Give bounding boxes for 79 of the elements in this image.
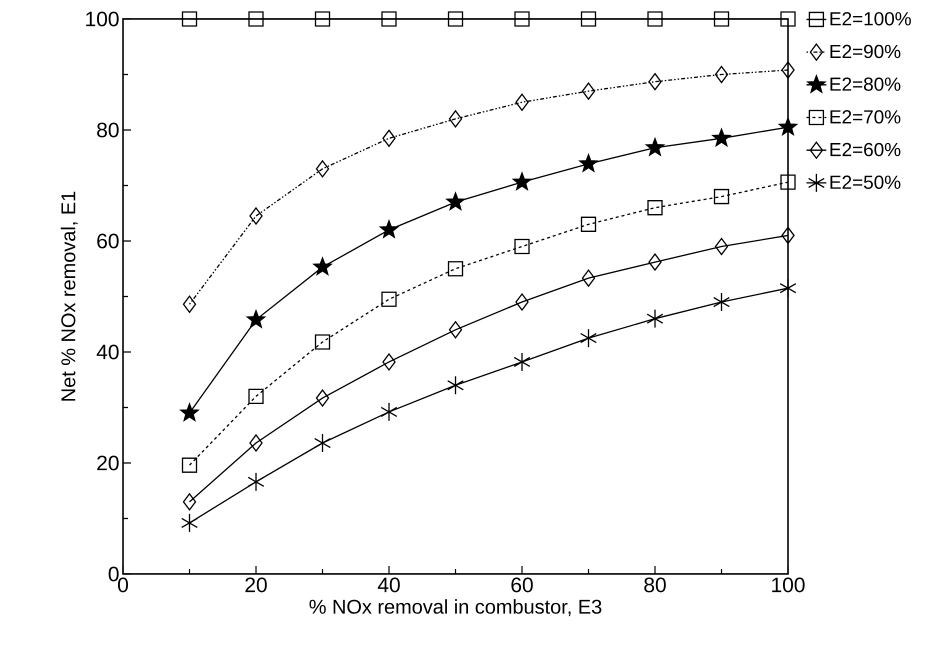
- point: [712, 128, 731, 146]
- point: [181, 513, 198, 533]
- point: [380, 402, 398, 422]
- point: [512, 172, 532, 190]
- y-axis-title: Net % NOx removal, E1: [60, 192, 78, 401]
- point: [780, 174, 796, 190]
- point: [382, 353, 396, 371]
- point: [448, 321, 462, 338]
- x-tick-label: 20: [245, 578, 267, 592]
- point: [580, 328, 597, 348]
- point: [316, 160, 330, 178]
- point: [514, 238, 530, 254]
- point: [580, 11, 596, 27]
- point: [182, 11, 198, 27]
- point: [778, 118, 798, 136]
- point: [647, 11, 663, 27]
- y-tick-label: 40: [96, 344, 119, 360]
- point: [515, 293, 529, 311]
- point: [579, 154, 598, 172]
- point: [182, 493, 196, 510]
- point: [182, 296, 196, 313]
- x-tick-label: 80: [644, 578, 666, 592]
- point: [515, 94, 529, 111]
- legend-label: E2=100%: [830, 12, 911, 26]
- point: [714, 188, 730, 204]
- legend-label: E2=80%: [830, 77, 900, 91]
- point: [713, 292, 730, 312]
- point: [313, 257, 332, 275]
- point: [248, 388, 264, 404]
- point: [780, 278, 796, 298]
- y-tick-label: 20: [97, 456, 119, 470]
- y-tick-label: 80: [97, 122, 119, 138]
- point: [249, 207, 263, 225]
- legend-label: E2=50%: [830, 176, 900, 189]
- point: [314, 334, 330, 350]
- point: [382, 130, 396, 147]
- point: [316, 389, 330, 407]
- point: [647, 200, 663, 216]
- point: [648, 73, 662, 90]
- point: [447, 376, 464, 395]
- point: [714, 11, 730, 27]
- point: [781, 61, 795, 79]
- point: [249, 434, 263, 452]
- point: [314, 433, 331, 453]
- y-tick-label: 0: [108, 566, 119, 582]
- point: [180, 403, 199, 421]
- point: [182, 458, 198, 473]
- point: [248, 11, 264, 27]
- point: [248, 472, 264, 492]
- point: [514, 352, 530, 372]
- point: [714, 238, 728, 256]
- point: [646, 138, 664, 156]
- point: [514, 11, 530, 27]
- x-tick-label: 60: [511, 578, 533, 592]
- point: [380, 220, 398, 238]
- point: [448, 110, 462, 128]
- legend-label: E2=90%: [830, 44, 900, 58]
- point: [648, 253, 662, 271]
- x-tick-label: 40: [378, 578, 400, 592]
- x-axis-title: % NOx removal in combustor, E3: [309, 599, 602, 616]
- y-tick-label: 60: [97, 234, 119, 248]
- y-tick-label: 100: [86, 12, 119, 26]
- legend-label: E2=60%: [830, 142, 900, 156]
- point: [314, 11, 330, 27]
- point: [582, 82, 596, 100]
- point: [381, 11, 397, 27]
- legend-label: E2=70%: [830, 110, 900, 124]
- point: [580, 216, 596, 232]
- point: [446, 192, 465, 210]
- point: [781, 226, 795, 244]
- point: [780, 11, 796, 27]
- point: [448, 11, 464, 27]
- point: [646, 309, 664, 328]
- point: [582, 270, 596, 287]
- x-tick-label: 100: [772, 578, 805, 592]
- point: [246, 310, 266, 328]
- point: [714, 66, 728, 84]
- point: [381, 292, 397, 307]
- point: [448, 261, 464, 276]
